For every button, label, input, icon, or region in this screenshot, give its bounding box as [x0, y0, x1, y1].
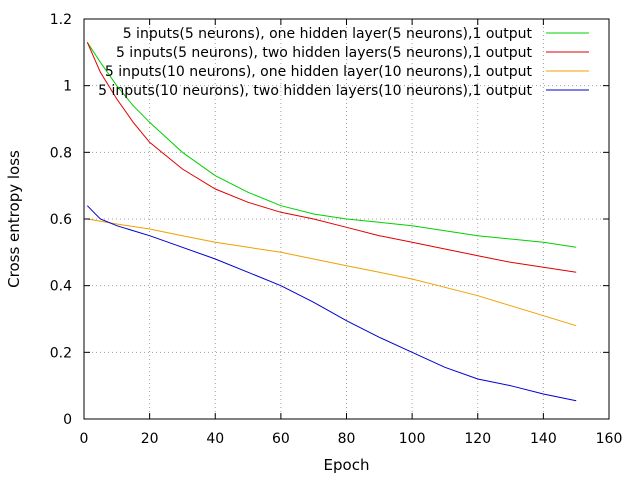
- x-axis-title: Epoch: [324, 456, 370, 474]
- series-line-4: [86, 205, 577, 402]
- x-tick-label: 20: [141, 431, 159, 447]
- series-line-3: [87, 218, 577, 327]
- axis-ticks: [83, 18, 610, 420]
- legend: 5 inputs(5 neurons), one hidden layer(5 …: [98, 26, 589, 99]
- y-tick-label: 1: [63, 79, 72, 95]
- y-tick-label: 0.8: [50, 145, 72, 161]
- y-tick-label: 1.2: [50, 12, 72, 28]
- x-tick-label: 120: [464, 431, 491, 447]
- x-tick-label: 140: [530, 431, 557, 447]
- x-tick-label: 100: [399, 431, 426, 447]
- x-tick-label: 60: [272, 431, 290, 447]
- legend-label-1: 5 inputs(5 neurons), one hidden layer(5 …: [123, 26, 533, 42]
- series-line-2: [86, 42, 577, 273]
- tick-labels: 0 20 40 60 80 100 120 140 160 0 0.2 0.4 0.6 0.8 1 1.2: [50, 12, 623, 447]
- x-tick-label: 40: [206, 431, 224, 447]
- y-tick-label: 0: [63, 412, 72, 428]
- y-tick-label: 0.4: [50, 279, 72, 295]
- x-tick-label: 80: [338, 431, 356, 447]
- x-tick-label: 160: [596, 431, 623, 447]
- legend-label-4: 5 inputs(10 neurons), two hidden layers(…: [98, 83, 532, 99]
- legend-label-3: 5 inputs(10 neurons), one hidden layer(1…: [105, 64, 533, 80]
- legend-label-2: 5 inputs(5 neurons), two hidden layers(5…: [116, 45, 533, 61]
- series-line-1: [86, 42, 577, 248]
- y-tick-label: 0.6: [50, 212, 72, 228]
- x-tick-label: 0: [80, 431, 89, 447]
- y-axis-title: Cross entropy loss: [5, 150, 23, 288]
- y-tick-label: 0.2: [50, 345, 72, 361]
- series-lines: [86, 42, 577, 402]
